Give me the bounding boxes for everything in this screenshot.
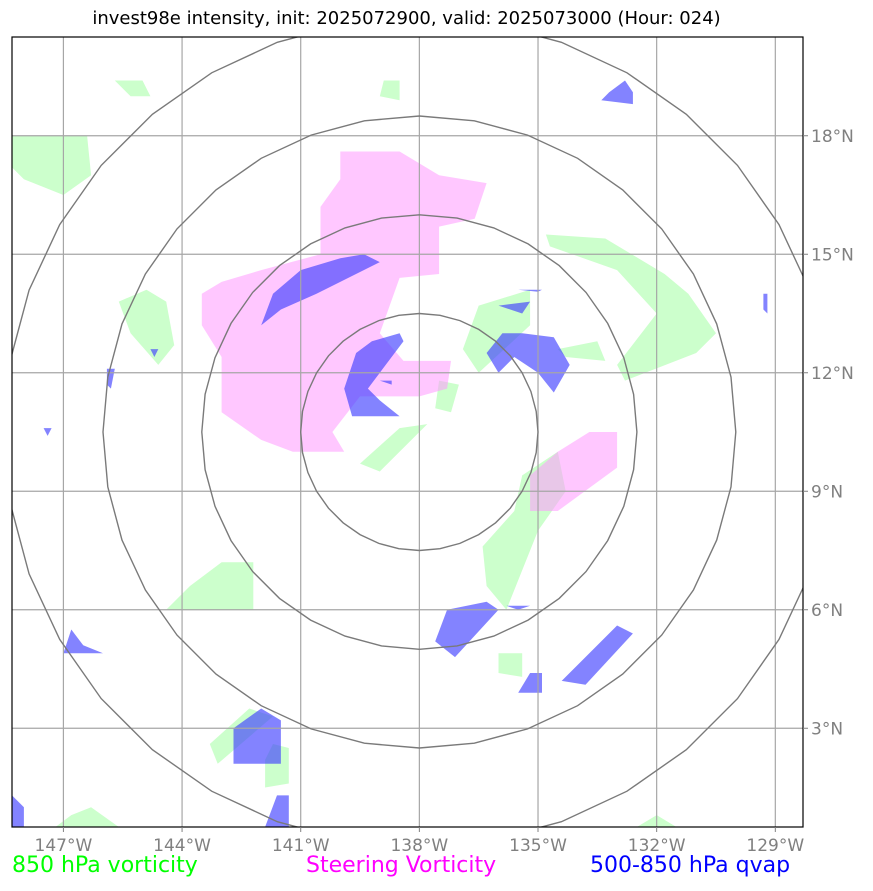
map-title: invest98e intensity, init: 2025072900, v… xyxy=(92,8,721,29)
lat-tick-label: 15°N xyxy=(811,245,854,265)
lon-tick-label: 144°W xyxy=(153,836,211,856)
blue-contour-8 xyxy=(233,708,281,764)
blue-contour-16 xyxy=(763,293,768,314)
steering-vorticity-layer xyxy=(201,151,618,511)
legend-steering-vorticity: Steering Vorticity xyxy=(306,853,497,878)
blue-contour-3 xyxy=(486,333,570,393)
lon-tick-label: 147°W xyxy=(35,836,93,856)
lat-tick-label: 6°N xyxy=(811,601,843,621)
lon-tick-label: 132°W xyxy=(628,836,686,856)
green-contour-14 xyxy=(55,807,119,827)
green-contour-4 xyxy=(557,341,606,361)
lat-tick-label: 12°N xyxy=(811,364,854,384)
green-contour-2 xyxy=(379,80,400,101)
qvap-layer xyxy=(12,80,768,827)
blue-contour-13 xyxy=(518,289,542,292)
blue-contour-2 xyxy=(344,333,404,417)
blue-contour-5 xyxy=(435,601,499,658)
legend-qvap: 500-850 hPa qvap xyxy=(590,853,791,878)
gridlines xyxy=(12,37,803,827)
blue-contour-10 xyxy=(12,795,24,827)
blue-contour-6 xyxy=(561,625,633,685)
blue-contour-9 xyxy=(63,629,103,654)
lat-tick-label: 3°N xyxy=(811,719,843,739)
blue-contour-1 xyxy=(261,254,380,326)
range-ring xyxy=(102,115,737,749)
green-contour-11 xyxy=(498,653,523,677)
blue-contour-12 xyxy=(506,605,531,610)
blue-contour-15 xyxy=(150,349,159,357)
lat-tick-label: 9°N xyxy=(811,482,843,502)
range-ring xyxy=(12,37,803,827)
lon-tick-label: 135°W xyxy=(509,836,567,856)
lon-tick-label: 129°W xyxy=(746,836,804,856)
axis-ticks: 147°W 144°W 141°W 138°W 135°W 132°W 129°W 3°N 6°… xyxy=(35,127,854,856)
blue-contour-7 xyxy=(518,673,542,693)
green-contour-3 xyxy=(545,234,716,381)
lon-tick-label: 138°W xyxy=(390,836,448,856)
blue-contour-0 xyxy=(601,80,633,105)
green-contour-6 xyxy=(118,289,175,365)
magenta-contour-0 xyxy=(201,151,487,452)
blue-contour-17 xyxy=(43,428,52,436)
range-ring xyxy=(201,214,638,651)
lon-tick-label: 141°W xyxy=(272,836,330,856)
magenta-contour-1 xyxy=(530,432,618,511)
lat-tick-label: 18°N xyxy=(811,127,854,147)
green-contour-1 xyxy=(12,135,92,195)
legend-850-vorticity: 850 hPa vorticity xyxy=(12,853,198,878)
green-contour-8 xyxy=(360,424,428,472)
range-rings xyxy=(12,37,803,827)
green-contour-0 xyxy=(114,80,151,97)
blue-contour-4 xyxy=(498,301,531,314)
range-ring xyxy=(299,312,539,552)
green-contour-5 xyxy=(462,289,531,373)
green-contour-10 xyxy=(166,562,254,610)
map-frame xyxy=(11,36,804,828)
blue-contour-14 xyxy=(379,380,392,385)
